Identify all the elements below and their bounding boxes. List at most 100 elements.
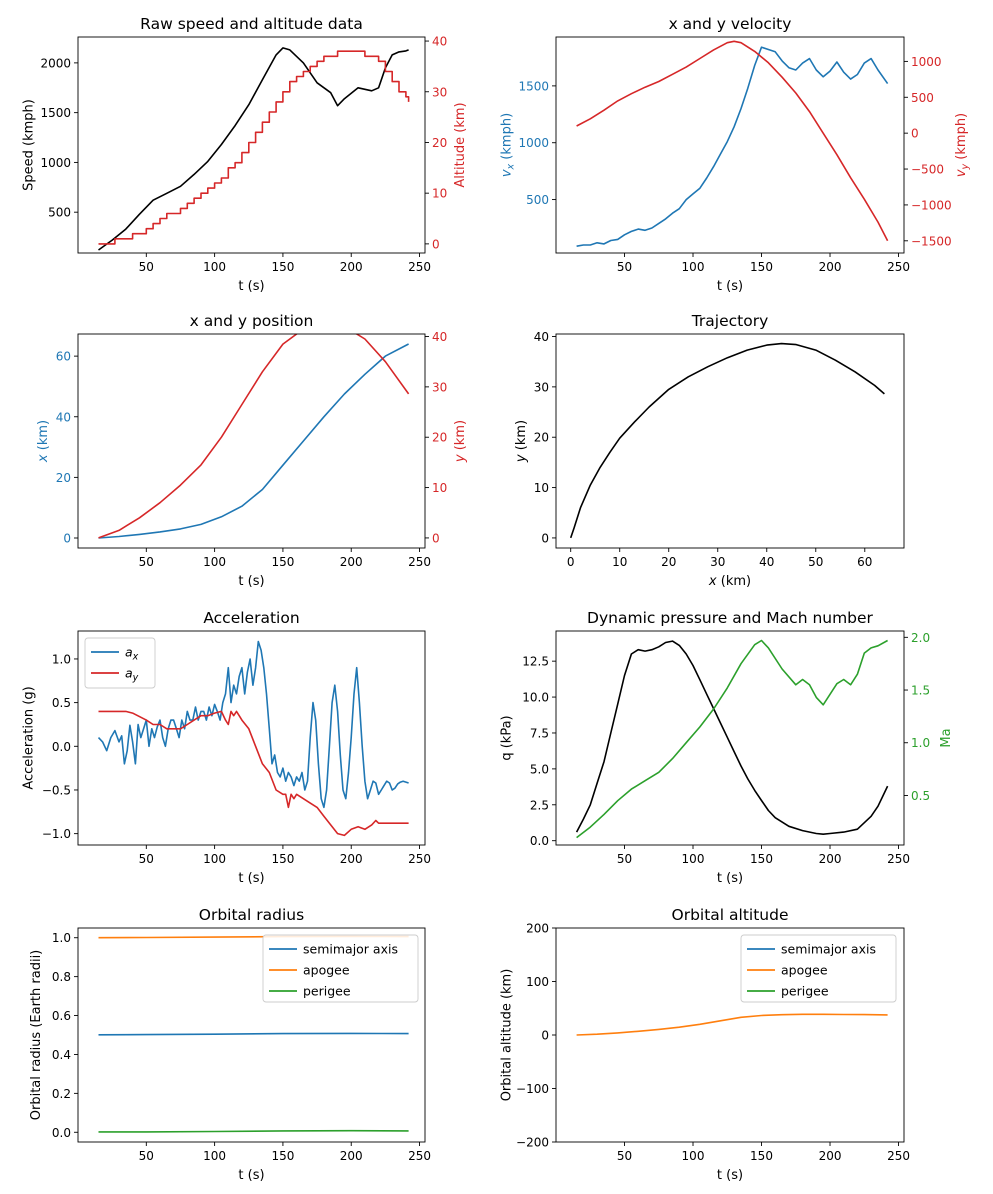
y-tick-label: 7.5	[530, 726, 549, 740]
y-tick-label: −1.0	[42, 827, 71, 841]
x-tick-label: 50	[617, 260, 632, 274]
y2-tick-label: 20	[432, 136, 447, 150]
legend-frame	[84, 637, 156, 689]
x-tick-label: 100	[203, 260, 226, 274]
x-axis-label: t (s)	[238, 574, 264, 589]
x-tick-label: 100	[203, 852, 226, 866]
y-axis-label: Orbital radius (Earth radii)	[29, 950, 44, 1121]
chart-traj: 0 10 20 30 40 50 60 0 10 20 30 40 Trajectory x (km) y …	[514, 312, 905, 589]
y2-tick-label: 0	[911, 127, 919, 141]
legend-label: perigee	[303, 984, 351, 999]
y2-tick-label: 500	[911, 91, 934, 105]
y2-tick-label: 20	[432, 431, 447, 445]
y-tick-label: 2000	[40, 56, 71, 70]
x-tick-label: 150	[271, 852, 294, 866]
y-tick-label: −200	[516, 1136, 549, 1150]
y-tick-label: 5.0	[530, 762, 549, 776]
x-tick-label: 250	[408, 1149, 431, 1163]
y-tick-label: 40	[56, 410, 71, 424]
y-tick-label: 10	[534, 481, 549, 495]
y2-tick-label: 1.0	[911, 736, 930, 750]
series-line-altitude	[98, 50, 410, 245]
y-tick-label: 40	[534, 330, 549, 344]
legend-label: ay	[125, 666, 139, 684]
x-tick-label: 100	[203, 555, 226, 569]
x-tick-label: 250	[887, 260, 910, 274]
plot-frame	[77, 927, 426, 1143]
y-axis-label: vx (kmph)	[499, 113, 516, 177]
y-axis-label: x (km)	[36, 420, 51, 463]
y-tick-label: 0.0	[52, 740, 71, 754]
x-tick-label: 200	[340, 260, 363, 274]
plot-frame	[555, 36, 905, 254]
y-axis-label: y (km)	[514, 420, 529, 463]
y2-tick-label: 1000	[911, 55, 942, 69]
series-line-ma	[576, 639, 888, 839]
x-tick-label: 150	[750, 1149, 773, 1163]
x-tick-label: 250	[408, 260, 431, 274]
y-tick-label: 12.5	[522, 655, 549, 669]
y2-tick-label: 0	[432, 531, 440, 545]
y-tick-label: 60	[56, 350, 71, 364]
x-tick-label: 40	[759, 555, 774, 569]
x-axis-label: t (s)	[238, 871, 264, 886]
y-tick-label: 500	[48, 206, 71, 220]
legend: ax ay	[84, 637, 156, 689]
series-line-v-y	[576, 40, 889, 242]
x-tick-label: 50	[808, 555, 823, 569]
legend-label: semimajor axis	[781, 942, 876, 957]
x-axis-label: t (s)	[717, 279, 743, 294]
x-tick-label: 50	[617, 852, 632, 866]
x-axis-label: t (s)	[717, 1168, 743, 1183]
y-tick-label: 1500	[518, 79, 549, 93]
x-tick-label: 100	[203, 1149, 226, 1163]
x-tick-label: 200	[819, 260, 842, 274]
chart-orba: 50 100 150 200 250 −200 −100 0 100 200 Orbital alt…	[499, 906, 910, 1183]
y-tick-label: −100	[516, 1082, 549, 1096]
x-tick-label: 50	[617, 1149, 632, 1163]
y-tick-label: 100	[526, 975, 549, 989]
y2-tick-label: 0	[432, 237, 440, 251]
y-tick-label: 500	[526, 193, 549, 207]
x-tick-label: 150	[750, 852, 773, 866]
x-tick-label: 200	[340, 555, 363, 569]
x-axis-label: t (s)	[238, 279, 264, 294]
legend-frame	[262, 934, 419, 1003]
y-tick-label: 200	[526, 922, 549, 936]
y-tick-label: 10.0	[522, 691, 549, 705]
y-tick-label: 0.0	[52, 1126, 71, 1140]
series-line-q	[575, 640, 889, 836]
x-tick-label: 200	[340, 1149, 363, 1163]
y-tick-label: 1000	[40, 156, 71, 170]
chart-title: x and y position	[190, 312, 314, 330]
x-tick-label: 200	[819, 1149, 842, 1163]
y2-tick-label: 0.5	[911, 789, 930, 803]
legend-label: perigee	[781, 984, 829, 999]
x-axis-label: t (s)	[717, 871, 743, 886]
legend: semimajor axis apogee perigee	[740, 934, 897, 1003]
legend-label: ax	[125, 645, 139, 663]
chart-acc: 50 100 150 200 250 −1.0 −0.5 0.0 0.5 1.0 Accelerat…	[21, 609, 431, 886]
y-axis-label: Orbital altitude (km)	[499, 969, 514, 1102]
x-tick-label: 20	[661, 555, 676, 569]
chart-vel: 50 100 150 200 250 500 1000 1500 −1500 −1000 −500 0…	[499, 15, 971, 294]
y-tick-label: 0.0	[530, 834, 549, 848]
x-tick-label: 30	[710, 555, 725, 569]
x-tick-label: 0	[567, 555, 575, 569]
y2-axis-label: Altitude (km)	[453, 102, 468, 187]
x-tick-label: 200	[819, 852, 842, 866]
x-tick-label: 100	[682, 260, 705, 274]
chart-title: Orbital altitude	[672, 906, 789, 924]
y-tick-label: 2.5	[530, 798, 549, 812]
y-tick-label: 0.8	[52, 970, 71, 984]
y-axis-label: q (kPa)	[499, 715, 514, 760]
y2-axis-label: Ma	[939, 728, 954, 747]
chart-title: Acceleration	[203, 609, 299, 627]
y2-tick-label: 2.0	[911, 631, 930, 645]
chart-title: Trajectory	[691, 312, 769, 330]
legend: semimajor axis apogee perigee	[262, 934, 419, 1003]
chart-orbr: 50 100 150 200 250 0.0 0.2 0.4 0.6 0.8 1.0 Orbital …	[29, 906, 431, 1183]
legend-label: apogee	[781, 963, 828, 978]
